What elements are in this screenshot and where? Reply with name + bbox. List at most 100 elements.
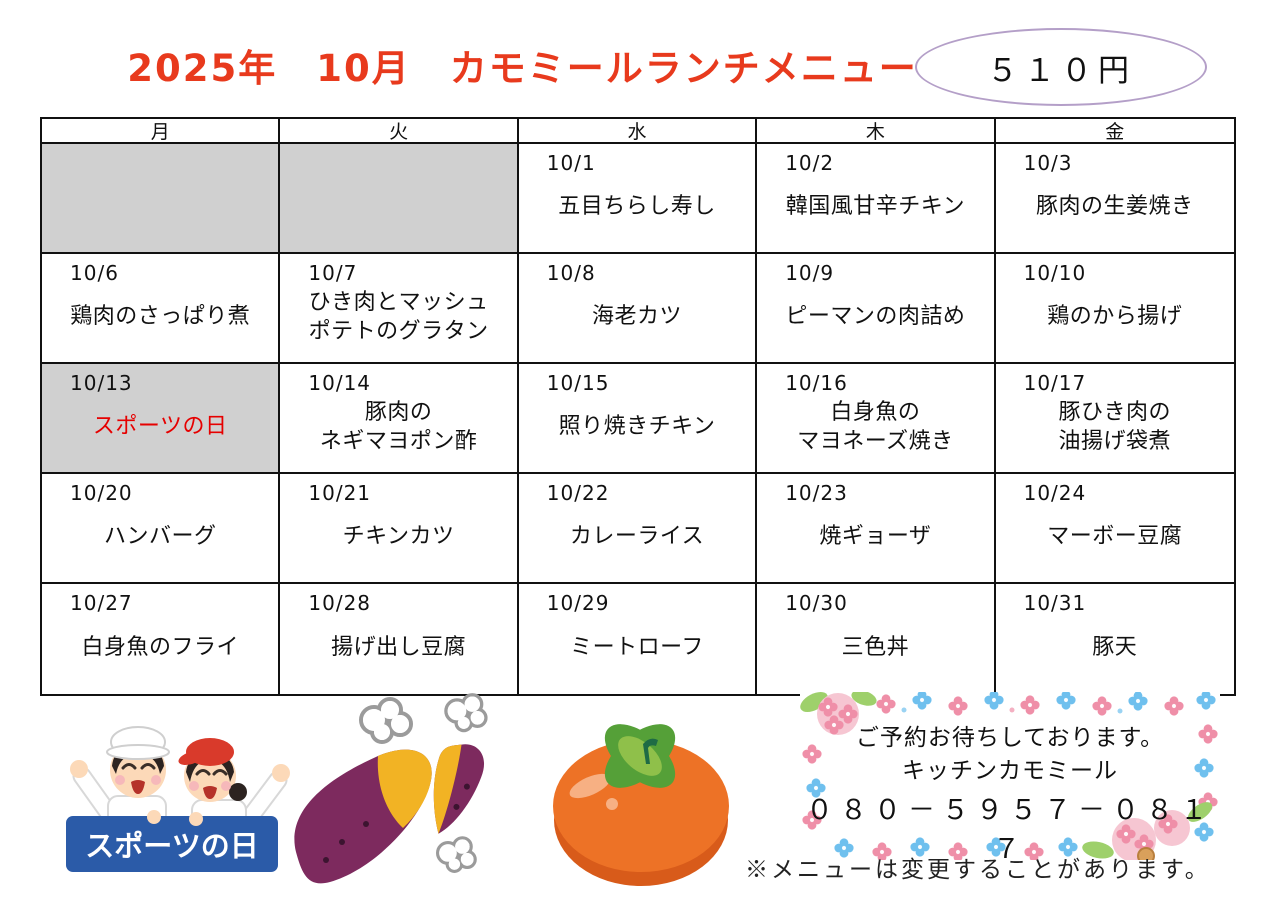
cell-menu: 海老カツ	[591, 304, 682, 330]
reservation-line: ご予約お待ちしております。	[855, 725, 1165, 751]
cell-date: 10/7	[308, 261, 358, 285]
cell-date: 10/31	[1023, 591, 1087, 615]
cell-date: 10/9	[785, 261, 835, 285]
calendar-cell-10-2: 10/2 韓国風甘辛チキン	[757, 144, 996, 254]
cell-menu: チキンカツ	[342, 524, 455, 550]
calendar-week-2: 10/6 鶏肉のさっぱり煮 10/7 ひき肉とマッシュ ポテトのグラタン 10/…	[42, 254, 1234, 364]
day-header-wed: 水	[518, 119, 758, 144]
cell-menu	[280, 151, 516, 252]
cell-date: 10/3	[1023, 151, 1073, 175]
cell-menu: ひき肉とマッシュ ポテトのグラタン	[308, 289, 489, 344]
calendar-cell-10-10: 10/10 鶏のから揚げ	[995, 254, 1234, 364]
cell-date: 10/30	[785, 591, 848, 615]
cell-menu: ピーマンの肉詰め	[785, 304, 966, 330]
cell-date	[42, 144, 278, 151]
cell-menu: 豚天	[1092, 635, 1138, 661]
cell-menu: 三色丼	[841, 635, 910, 661]
calendar-cell-10-6: 10/6 鶏肉のさっぱり煮	[42, 254, 281, 364]
cell-date: 10/2	[785, 151, 835, 175]
cell-menu: 鶏肉のさっぱり煮	[70, 304, 251, 330]
shop-name: キッチンカモミール	[902, 758, 1118, 785]
cell-menu: 豚肉の生姜焼き	[1036, 194, 1194, 220]
sweet-potato-illustration	[294, 693, 488, 884]
reservation-text: ご予約お待ちしております。 キッチンカモミール ０８０－５９５７－０８１７	[800, 722, 1220, 869]
calendar-cell-10-17: 10/17 豚ひき肉の 油揚げ袋煮	[995, 364, 1234, 474]
sports-day-illustration: スポーツの日	[66, 726, 290, 872]
calendar-cell-10-1: 10/1 五目ちらし寿し	[518, 144, 758, 254]
cell-menu	[42, 151, 278, 252]
calendar-cell-10-28: 10/28 揚げ出し豆腐	[280, 584, 519, 694]
cell-date	[280, 144, 516, 151]
cell-date: 10/17	[1023, 371, 1087, 395]
cell-date: 10/27	[70, 591, 133, 615]
cell-menu: 揚げ出し豆腐	[331, 635, 467, 661]
calendar-cell-10-31: 10/31 豚天	[995, 584, 1234, 694]
calendar-cell-10-16: 10/16 白身魚の マヨネーズ焼き	[757, 364, 996, 474]
calendar-cell-10-22: 10/22 カレーライス	[518, 474, 758, 584]
cell-date: 10/6	[70, 261, 119, 285]
price-badge: ５１０円	[915, 28, 1207, 106]
calendar-cell-10-7: 10/7 ひき肉とマッシュ ポテトのグラタン	[280, 254, 519, 364]
calendar-cell-10-14: 10/14 豚肉の ネギマヨポン酢	[280, 364, 519, 474]
calendar-cell-10-3: 10/3 豚肉の生姜焼き	[995, 144, 1234, 254]
calendar-cell-10-27: 10/27 白身魚のフライ	[42, 584, 281, 694]
cell-date: 10/1	[546, 151, 596, 175]
cell-menu: 韓国風甘辛チキン	[785, 194, 966, 220]
calendar-table: 月 火 水 木 金 10/1 五目ちらし寿し 10/2 韓国風甘辛チキン	[40, 117, 1236, 696]
calendar-cell-10-21: 10/21 チキンカツ	[280, 474, 519, 584]
calendar-cell-10-9: 10/9 ピーマンの肉詰め	[757, 254, 996, 364]
cell-menu: ミートローフ	[570, 635, 704, 661]
calendar-cell-empty	[42, 144, 281, 254]
cell-menu: マーボー豆腐	[1047, 524, 1183, 550]
calendar-week-3: 10/13 スポーツの日 10/14 豚肉の ネギマヨポン酢 10/15 照り焼…	[42, 364, 1234, 474]
cell-date: 10/10	[1023, 261, 1087, 285]
cell-date: 10/8	[546, 261, 596, 285]
cell-date: 10/22	[546, 481, 610, 505]
phone-number: ０８０－５９５７－０８１７	[806, 794, 1214, 865]
calendar-header-row: 月 火 水 木 金	[42, 119, 1234, 144]
cell-menu: 鶏のから揚げ	[1047, 304, 1183, 330]
day-header-mon: 月	[42, 119, 281, 144]
cell-menu: 白身魚の マヨネーズ焼き	[797, 399, 954, 454]
flower-frame-icon	[800, 692, 1218, 860]
cell-date: 10/15	[546, 371, 610, 395]
calendar-cell-10-15: 10/15 照り焼きチキン	[518, 364, 758, 474]
calendar-cell-10-24: 10/24 マーボー豆腐	[995, 474, 1234, 584]
cell-date: 10/23	[785, 481, 848, 505]
cell-date: 10/28	[308, 591, 372, 615]
cell-date: 10/14	[308, 371, 372, 395]
cell-date: 10/24	[1023, 481, 1087, 505]
reservation-box: ご予約お待ちしております。 キッチンカモミール ０８０－５９５７－０８１７	[800, 692, 1220, 865]
cell-menu: ハンバーグ	[103, 524, 217, 550]
calendar-week-5: 10/27 白身魚のフライ 10/28 揚げ出し豆腐 10/29 ミートローフ …	[42, 584, 1234, 694]
day-header-tue: 火	[280, 119, 519, 144]
menu-change-note: ※メニューは変更することがあります。	[745, 857, 1211, 883]
calendar-week-4: 10/20 ハンバーグ 10/21 チキンカツ 10/22 カレーライス 10/…	[42, 474, 1234, 584]
price-text: ５１０円	[987, 52, 1135, 89]
calendar-cell-10-8: 10/8 海老カツ	[518, 254, 758, 364]
cell-menu: カレーライス	[569, 524, 705, 550]
cell-date: 10/20	[70, 481, 133, 505]
calendar-cell-10-30: 10/30 三色丼	[757, 584, 996, 694]
sports-day-banner-text: スポーツの日	[85, 829, 258, 863]
calendar-cell-empty	[280, 144, 519, 254]
calendar-cell-10-20: 10/20 ハンバーグ	[42, 474, 281, 584]
persimmon-illustration	[553, 724, 729, 886]
page-title: 2025年 10月 カモミールランチメニュー	[127, 47, 918, 90]
calendar-cell-10-23: 10/23 焼ギョーザ	[757, 474, 996, 584]
cell-menu-holiday: スポーツの日	[92, 414, 228, 440]
day-header-fri: 金	[995, 119, 1234, 144]
cell-date: 10/21	[308, 481, 372, 505]
calendar-week-1: 10/1 五目ちらし寿し 10/2 韓国風甘辛チキン 10/3 豚肉の生姜焼き	[42, 144, 1234, 254]
day-header-thu: 木	[757, 119, 996, 144]
cell-menu: 焼ギョーザ	[819, 524, 932, 550]
calendar-cell-10-29: 10/29 ミートローフ	[518, 584, 758, 694]
cell-date: 10/16	[785, 371, 848, 395]
cell-menu: 五目ちらし寿し	[558, 194, 716, 220]
cell-menu: 豚肉の ネギマヨポン酢	[319, 399, 478, 454]
cell-date: 10/13	[70, 371, 133, 395]
cell-menu: 照り焼きチキン	[558, 414, 716, 440]
cell-menu: 豚ひき肉の 油揚げ袋煮	[1058, 399, 1172, 454]
cell-menu: 白身魚のフライ	[81, 635, 239, 661]
